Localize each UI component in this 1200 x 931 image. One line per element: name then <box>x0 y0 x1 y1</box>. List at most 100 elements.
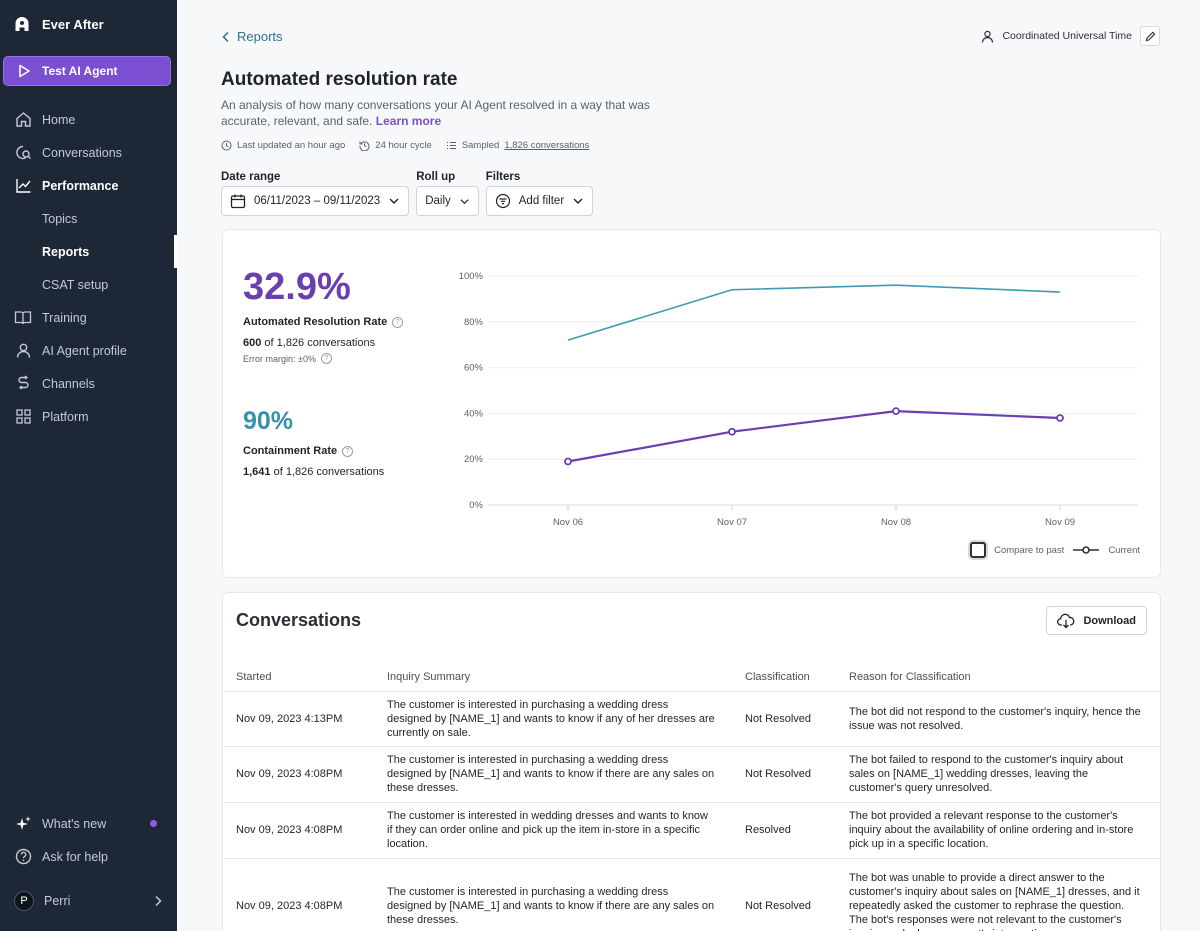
chart-legend: Compare to past Current <box>970 542 1140 558</box>
series-line-containment <box>567 284 1061 341</box>
sidebar-item-training[interactable]: Training <box>0 301 177 334</box>
back-to-reports-link[interactable]: Reports <box>221 29 283 44</box>
user-menu[interactable]: P Perri <box>14 891 164 911</box>
rollup-select[interactable]: Daily <box>416 186 479 216</box>
chevron-right-icon <box>155 895 162 907</box>
data-point <box>728 427 736 436</box>
containment-count-number: 1,641 <box>243 466 271 478</box>
help-icon[interactable]: ? <box>392 316 404 328</box>
sidebar-item-label: AI Agent profile <box>42 343 127 358</box>
y-tick-label: 80% <box>464 317 484 328</box>
sidebar-item-csat-setup[interactable]: CSAT setup <box>0 268 177 301</box>
column-reason[interactable]: Reason for Classification <box>849 663 1160 692</box>
home-icon <box>14 111 32 129</box>
sidebar-item-label: What's new <box>42 816 107 831</box>
learn-more-link[interactable]: Learn more <box>375 114 442 128</box>
add-filter-button[interactable]: Add filter <box>485 186 594 216</box>
rollup-label: Roll up <box>416 171 456 183</box>
x-tick-label: Nov 06 <box>553 517 583 528</box>
cell-started: Nov 09, 2023 4:08PM <box>223 858 387 931</box>
sidebar-item-label: Training <box>42 310 87 325</box>
rollup-value: Daily <box>425 195 451 207</box>
sampled: Sampled 1,826 conversations <box>446 140 590 151</box>
containment-count-rest: of 1,826 conversations <box>273 466 385 478</box>
test-ai-agent-label: Test AI Agent <box>42 64 118 78</box>
table-row[interactable]: Nov 09, 2023 4:08PM The customer is inte… <box>223 802 1160 859</box>
chevron-down-icon <box>389 198 399 204</box>
sidebar-item-topics[interactable]: Topics <box>0 202 177 235</box>
date-range-value: 06/11/2023 – 09/11/2023 <box>254 195 381 207</box>
cell-classification: Not Resolved <box>745 691 849 747</box>
sidebar-bottom: What's new Ask for help <box>0 807 177 873</box>
brand-logo-icon <box>15 17 29 31</box>
cycle: 24 hour cycle <box>359 140 432 151</box>
sparkle-icon <box>14 815 32 833</box>
list-icon <box>446 142 456 149</box>
filter-icon <box>495 193 510 209</box>
error-margin: Error margin: ±0% ? <box>243 353 332 364</box>
sidebar-item-conversations[interactable]: Conversations <box>0 136 177 169</box>
containment-rate-label: Containment Rate ? <box>243 445 354 457</box>
table-row[interactable]: Nov 09, 2023 4:13PM The customer is inte… <box>223 691 1160 747</box>
sidebar-item-channels[interactable]: Channels <box>0 367 177 400</box>
sidebar-item-performance[interactable]: Performance <box>0 169 177 202</box>
book-icon <box>14 309 32 327</box>
sidebar-item-ask-for-help[interactable]: Ask for help <box>0 840 177 873</box>
cell-reason: The bot provided a relevant response to … <box>849 802 1160 859</box>
sidebar-item-whats-new[interactable]: What's new <box>0 807 177 840</box>
sidebar: Ever After Test AI Agent Home Conversati… <box>0 0 177 931</box>
sidebar-item-platform[interactable]: Platform <box>0 400 177 433</box>
cell-started: Nov 09, 2023 4:08PM <box>223 802 387 859</box>
edit-timezone-button[interactable] <box>1140 26 1160 46</box>
column-inquiry-summary[interactable]: Inquiry Summary <box>387 663 745 692</box>
sidebar-item-ai-agent-profile[interactable]: AI Agent profile <box>0 334 177 367</box>
resolution-count-rest: of 1,826 conversations <box>264 337 376 349</box>
calendar-icon <box>230 194 246 209</box>
sidebar-item-reports[interactable]: Reports <box>0 235 177 268</box>
filters-group: Filters Add filter <box>485 171 594 216</box>
sidebar-item-home[interactable]: Home <box>0 103 177 136</box>
current-legend-label: Current <box>1108 544 1140 556</box>
table-row[interactable]: Nov 09, 2023 4:08PM The customer is inte… <box>223 746 1160 803</box>
download-button[interactable]: Download <box>1046 606 1147 635</box>
back-label: Reports <box>237 29 283 44</box>
channels-icon <box>14 375 32 393</box>
avatar: P <box>14 891 34 911</box>
containment-rate-value: 90% <box>243 407 294 435</box>
chevron-down-icon <box>573 198 583 204</box>
person-icon <box>14 342 32 360</box>
conversations-card: Conversations Download Started Inquiry S… <box>222 592 1161 931</box>
cell-reason: The bot did not respond to the customer'… <box>849 691 1160 747</box>
help-icon[interactable]: ? <box>342 445 354 457</box>
date-range-label: Date range <box>221 171 281 183</box>
last-updated: Last updated an hour ago <box>221 140 345 151</box>
sidebar-item-label: Reports <box>42 244 90 259</box>
description-text: An analysis of how many conversations yo… <box>221 98 650 128</box>
y-tick-label: 40% <box>464 408 484 419</box>
help-icon[interactable]: ? <box>320 353 332 364</box>
cell-summary: The customer is interested in purchasing… <box>387 691 745 747</box>
brand-name: Ever After <box>42 16 104 32</box>
cell-classification: Resolved <box>745 802 849 859</box>
column-started[interactable]: Started <box>223 663 387 692</box>
sampled-conversations-link[interactable]: 1,826 conversations <box>504 140 590 151</box>
table-row[interactable]: Nov 09, 2023 4:08PM The customer is inte… <box>223 858 1160 931</box>
cell-summary: The customer is interested in purchasing… <box>387 858 745 931</box>
trend-icon <box>14 177 32 195</box>
resolution-line-chart: 0% 20% 40% 60% 80% 100% Nov 06 Nov 07 Nov 08 Nov … <box>459 271 1138 528</box>
chat-search-icon <box>14 144 32 162</box>
brand[interactable]: Ever After <box>14 16 104 32</box>
cell-summary: The customer is interested in wedding dr… <box>387 802 745 859</box>
pencil-icon <box>1145 31 1155 41</box>
date-range-picker[interactable]: 06/11/2023 – 09/11/2023 <box>221 186 410 216</box>
sidebar-item-label: Channels <box>42 376 95 391</box>
cell-started: Nov 09, 2023 4:13PM <box>223 691 387 747</box>
last-updated-text: Last updated an hour ago <box>237 140 346 151</box>
column-classification[interactable]: Classification <box>745 663 849 692</box>
compare-to-past-checkbox[interactable] <box>970 542 987 558</box>
compare-to-past-label: Compare to past <box>994 544 1065 556</box>
test-ai-agent-button[interactable]: Test AI Agent <box>3 56 171 86</box>
filters-bar: Date range 06/11/2023 – 09/11/2023 Roll … <box>221 171 594 216</box>
person-icon <box>982 30 994 43</box>
timezone-display: Coordinated Universal Time <box>981 26 1160 46</box>
